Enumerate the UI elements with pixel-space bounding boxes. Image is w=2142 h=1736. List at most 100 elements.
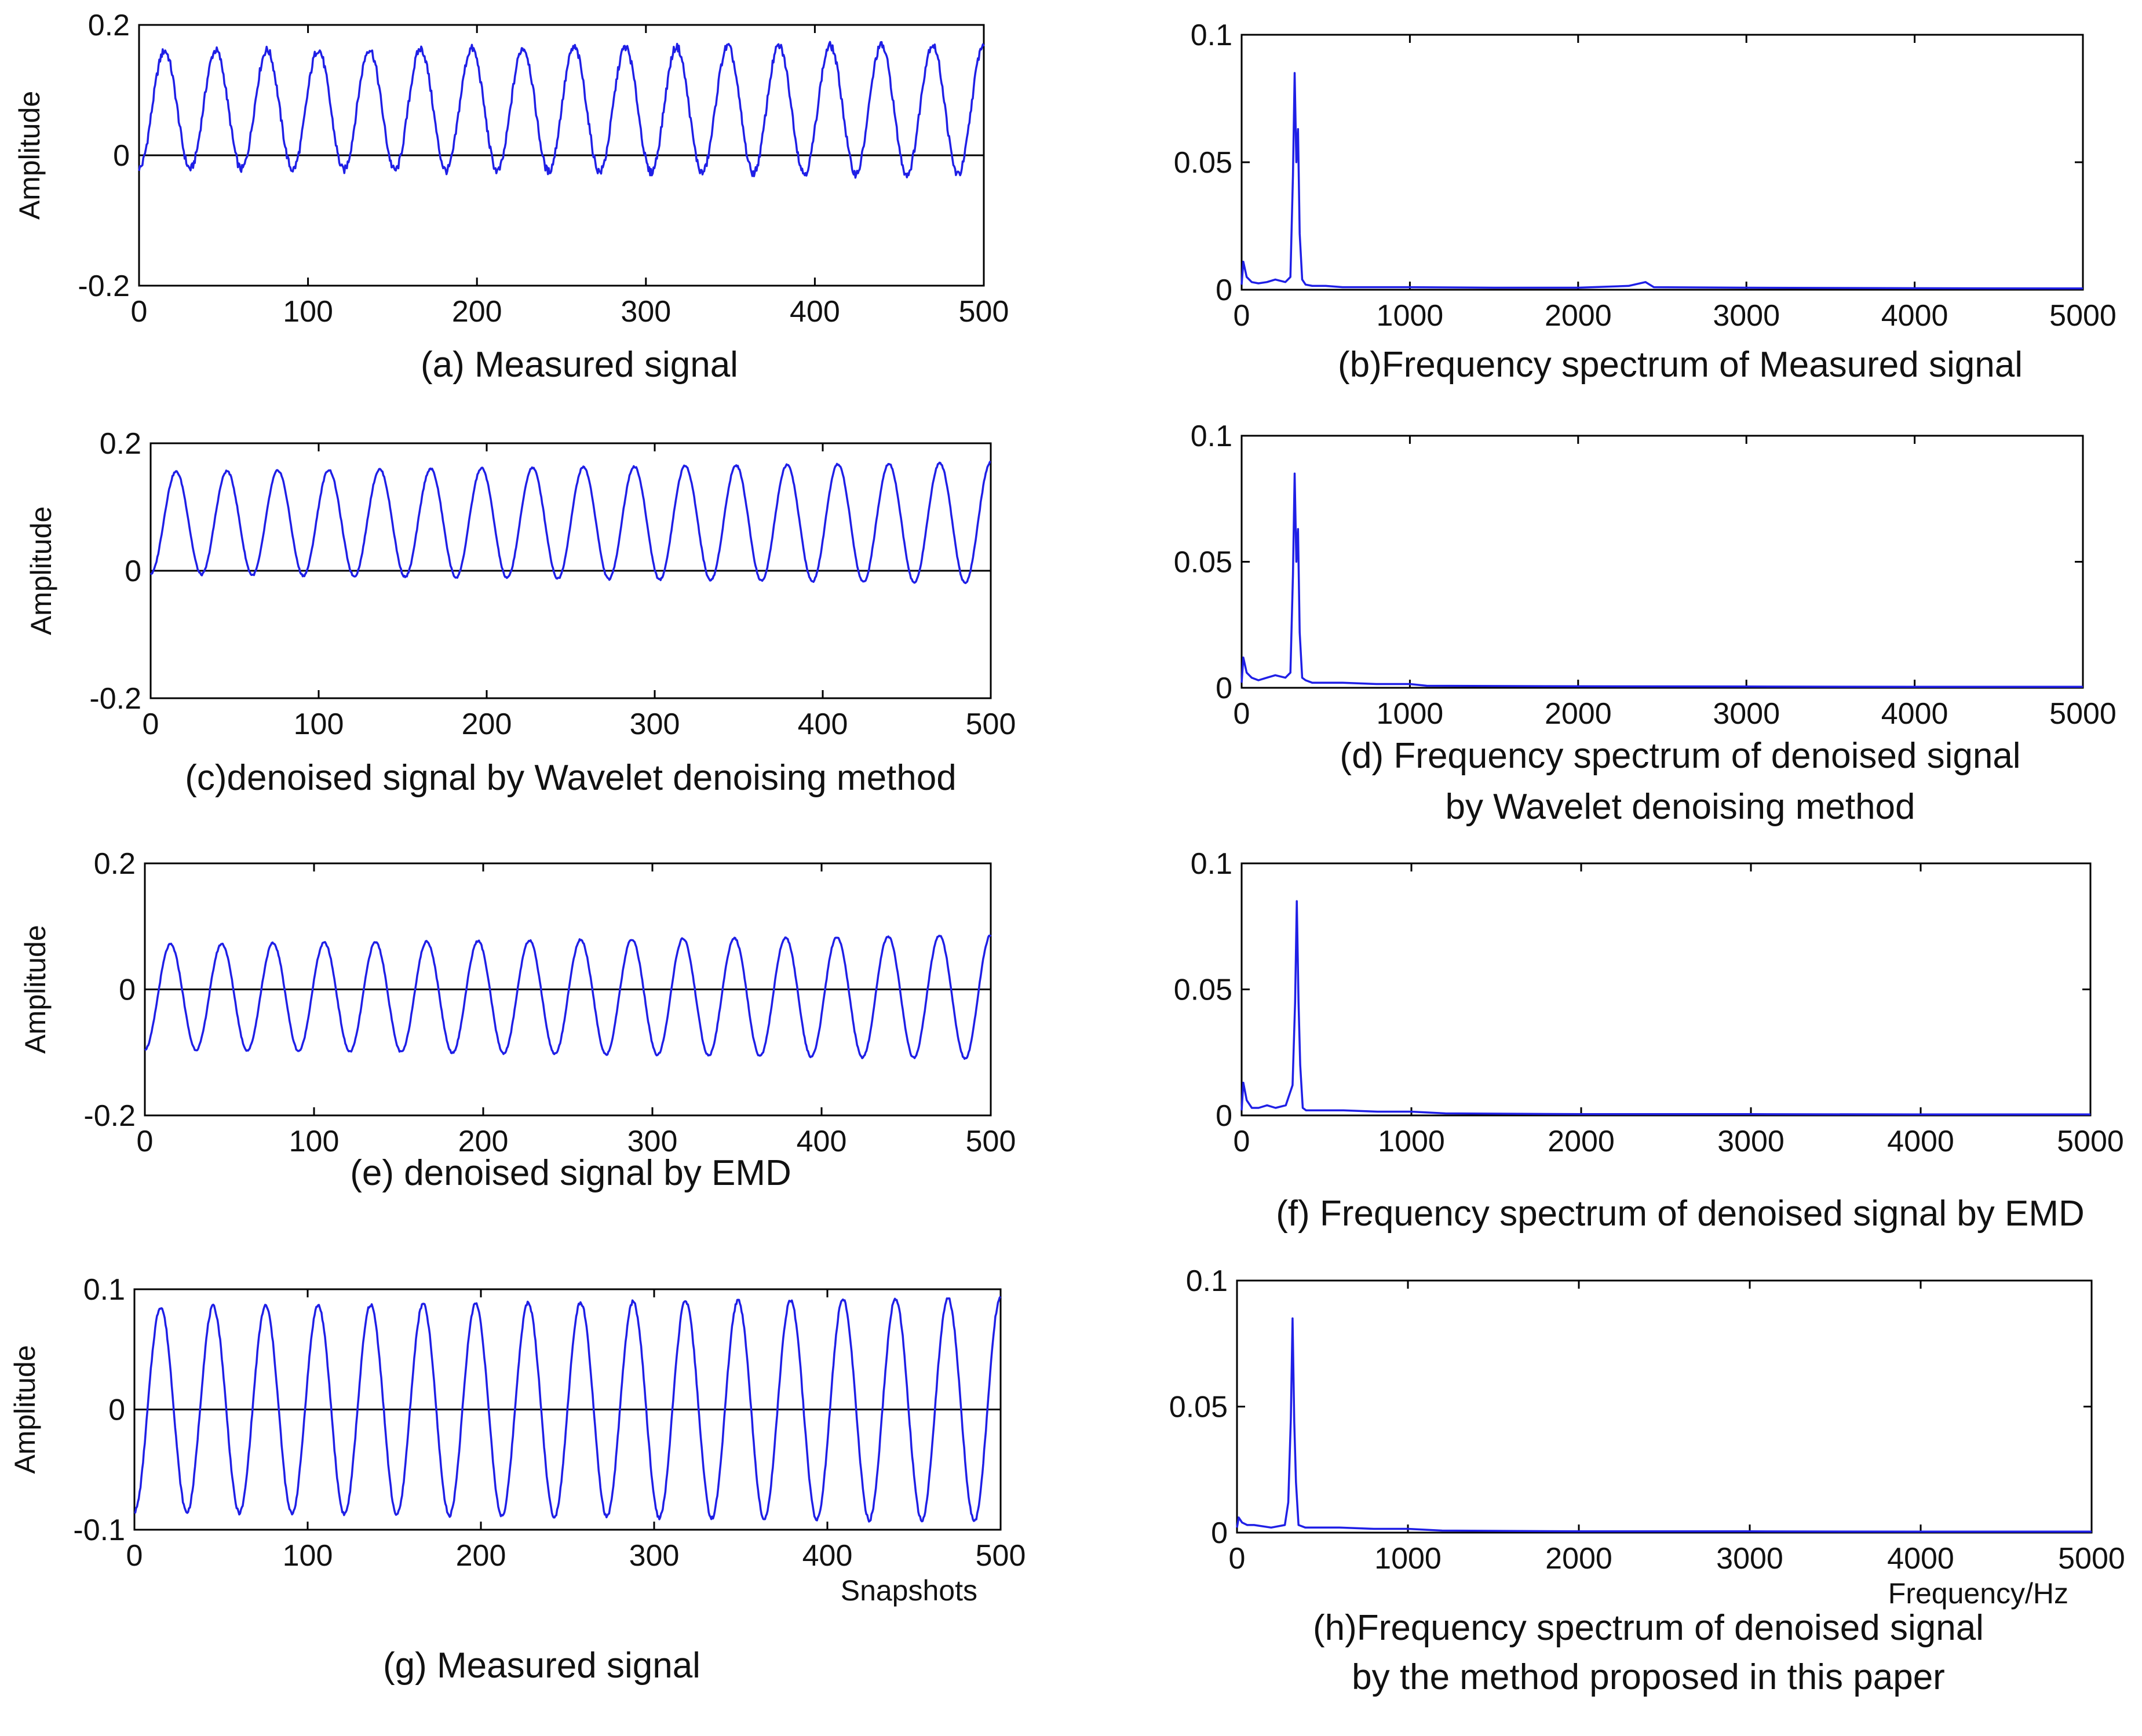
x-tick-label: 3000 <box>1716 1542 1783 1575</box>
x-tick-label: 0 <box>137 1125 154 1158</box>
y-axis-label: Amplitude <box>9 1345 41 1474</box>
panel-b: 0 1000 2000 3000 4000 5000 0 0.05 0.1 (b)Frequenc… <box>1174 19 2117 385</box>
y-tick-label: 0.2 <box>88 9 130 42</box>
panel-caption: (h)Frequency spectrum of denoised signal <box>1313 1608 1984 1648</box>
y-tick-label: 0.05 <box>1174 546 1232 579</box>
x-tick-label: 4000 <box>1887 1542 1954 1575</box>
y-tick-label: 0 <box>1216 273 1232 307</box>
y-axis-label: Amplitude <box>19 925 52 1053</box>
x-tick-label: 100 <box>283 1539 333 1573</box>
y-tick-label: 0.1 <box>83 1273 125 1307</box>
x-tick-label: 200 <box>462 707 512 741</box>
y-tick-label: 0.05 <box>1174 973 1232 1007</box>
y-axis-label: Amplitude <box>13 91 46 220</box>
y-tick-label: 0.2 <box>94 847 136 881</box>
x-tick-label: 0 <box>1234 697 1250 731</box>
y-tick-label: 0.05 <box>1169 1391 1228 1424</box>
x-tick-label: 1000 <box>1378 1125 1445 1158</box>
x-tick-label: 400 <box>790 295 840 329</box>
x-tick-label: 2000 <box>1545 299 1612 333</box>
x-tick-label: 300 <box>630 707 680 741</box>
panel-h: 0 1000 2000 3000 4000 5000 0 0.05 0.1 Frequency/H… <box>1169 1264 2125 1697</box>
x-tick-label: 0 <box>1229 1542 1246 1575</box>
panel-caption: (e) denoised signal by EMD <box>350 1153 791 1193</box>
x-tick-label: 3000 <box>1713 299 1780 333</box>
x-tick-label: 0 <box>1234 1125 1250 1158</box>
x-tick-label: 300 <box>627 1125 678 1158</box>
x-tick-label: 400 <box>797 1125 847 1158</box>
panel-caption: (a) Measured signal <box>421 345 738 385</box>
x-tick-label: 5000 <box>2057 1125 2124 1158</box>
x-tick-label: 100 <box>289 1125 340 1158</box>
panel-caption-line2: by the method proposed in this paper <box>1352 1657 1945 1697</box>
x-tick-label: 400 <box>798 707 848 741</box>
y-tick-label: 0 <box>1211 1516 1228 1550</box>
panel-caption: (d) Frequency spectrum of denoised signa… <box>1340 736 2020 776</box>
x-tick-label: 5000 <box>2049 299 2117 333</box>
x-tick-label: 0 <box>143 707 159 741</box>
x-tick-label: 3000 <box>1717 1125 1785 1158</box>
panel-caption: (b)Frequency spectrum of Measured signal <box>1338 345 2023 385</box>
series-line-signal <box>144 934 992 1060</box>
panel-f: 0 1000 2000 3000 4000 5000 0 0.05 0.1 (f) Frequen… <box>1174 847 2124 1234</box>
x-tick-label: 5000 <box>2049 697 2117 731</box>
y-tick-label: 0.2 <box>100 427 141 461</box>
x-tick-label: 0 <box>126 1539 143 1573</box>
series-line-signal <box>134 1296 1002 1523</box>
panel-c: 0 100 200 300 400 500-0.200.2Amplitude(c)deno… <box>25 427 1016 798</box>
x-tick-label: 100 <box>283 295 333 329</box>
y-tick-label: 0 <box>125 555 141 588</box>
panel-caption-line2: by Wavelet denoising method <box>1445 787 1915 827</box>
x-tick-label: 300 <box>629 1539 680 1573</box>
y-tick-label: -0.1 <box>73 1513 125 1547</box>
panel-caption: (f) Frequency spectrum of denoised signa… <box>1276 1194 2085 1234</box>
x-tick-label: 200 <box>458 1125 509 1158</box>
x-tick-label: 200 <box>452 295 502 329</box>
series-line-spectrum <box>1236 1317 2092 1533</box>
series-line-spectrum <box>1240 900 2090 1116</box>
x-tick-label: 500 <box>959 295 1009 329</box>
x-axis-label: Snapshots <box>841 1574 977 1607</box>
y-tick-label: -0.2 <box>89 682 141 716</box>
series-line-spectrum <box>1240 472 2083 688</box>
panel-g: 0 100 200 300 400 500-0.100.1AmplitudeSnapsho… <box>9 1273 1026 1686</box>
y-tick-label: 0.1 <box>1186 1264 1228 1298</box>
x-tick-label: 0 <box>131 295 148 329</box>
y-tick-label: 0.1 <box>1191 19 1232 52</box>
y-axis-label: Amplitude <box>25 506 57 635</box>
x-tick-label: 5000 <box>2058 1542 2125 1575</box>
x-tick-label: 1000 <box>1377 299 1444 333</box>
y-tick-label: 0 <box>1216 672 1232 705</box>
y-tick-label: 0 <box>119 973 136 1007</box>
x-tick-label: 200 <box>456 1539 506 1573</box>
x-tick-label: 2000 <box>1545 1542 1612 1575</box>
x-tick-label: 2000 <box>1545 697 1612 731</box>
panel-d: 0 1000 2000 3000 4000 5000 0 0.05 0.1 (d) Frequen… <box>1174 420 2117 827</box>
y-tick-label: 0.1 <box>1191 420 1232 453</box>
y-tick-label: 0.05 <box>1174 146 1232 180</box>
x-tick-label: 500 <box>976 1539 1026 1573</box>
x-tick-label: 1000 <box>1374 1542 1442 1575</box>
series-line-spectrum <box>1240 72 2083 290</box>
x-tick-label: 4000 <box>1881 299 1948 333</box>
x-tick-label: 4000 <box>1887 1125 1954 1158</box>
y-tick-label: 0 <box>108 1394 125 1427</box>
y-tick-label: 0 <box>113 139 130 173</box>
x-tick-label: 4000 <box>1881 697 1948 731</box>
x-tick-label: 3000 <box>1713 697 1780 731</box>
x-tick-label: 100 <box>294 707 344 741</box>
y-tick-label: -0.2 <box>83 1099 136 1133</box>
series-line-signal <box>138 41 985 179</box>
x-tick-label: 0 <box>1234 299 1250 333</box>
y-tick-label: -0.2 <box>78 269 130 303</box>
x-tick-label: 300 <box>621 295 671 329</box>
x-tick-label: 2000 <box>1548 1125 1615 1158</box>
x-tick-label: 1000 <box>1377 697 1444 731</box>
x-tick-label: 400 <box>802 1539 853 1573</box>
x-axis-label: Frequency/Hz <box>1888 1577 2068 1610</box>
panel-caption: (g) Measured signal <box>383 1646 700 1686</box>
